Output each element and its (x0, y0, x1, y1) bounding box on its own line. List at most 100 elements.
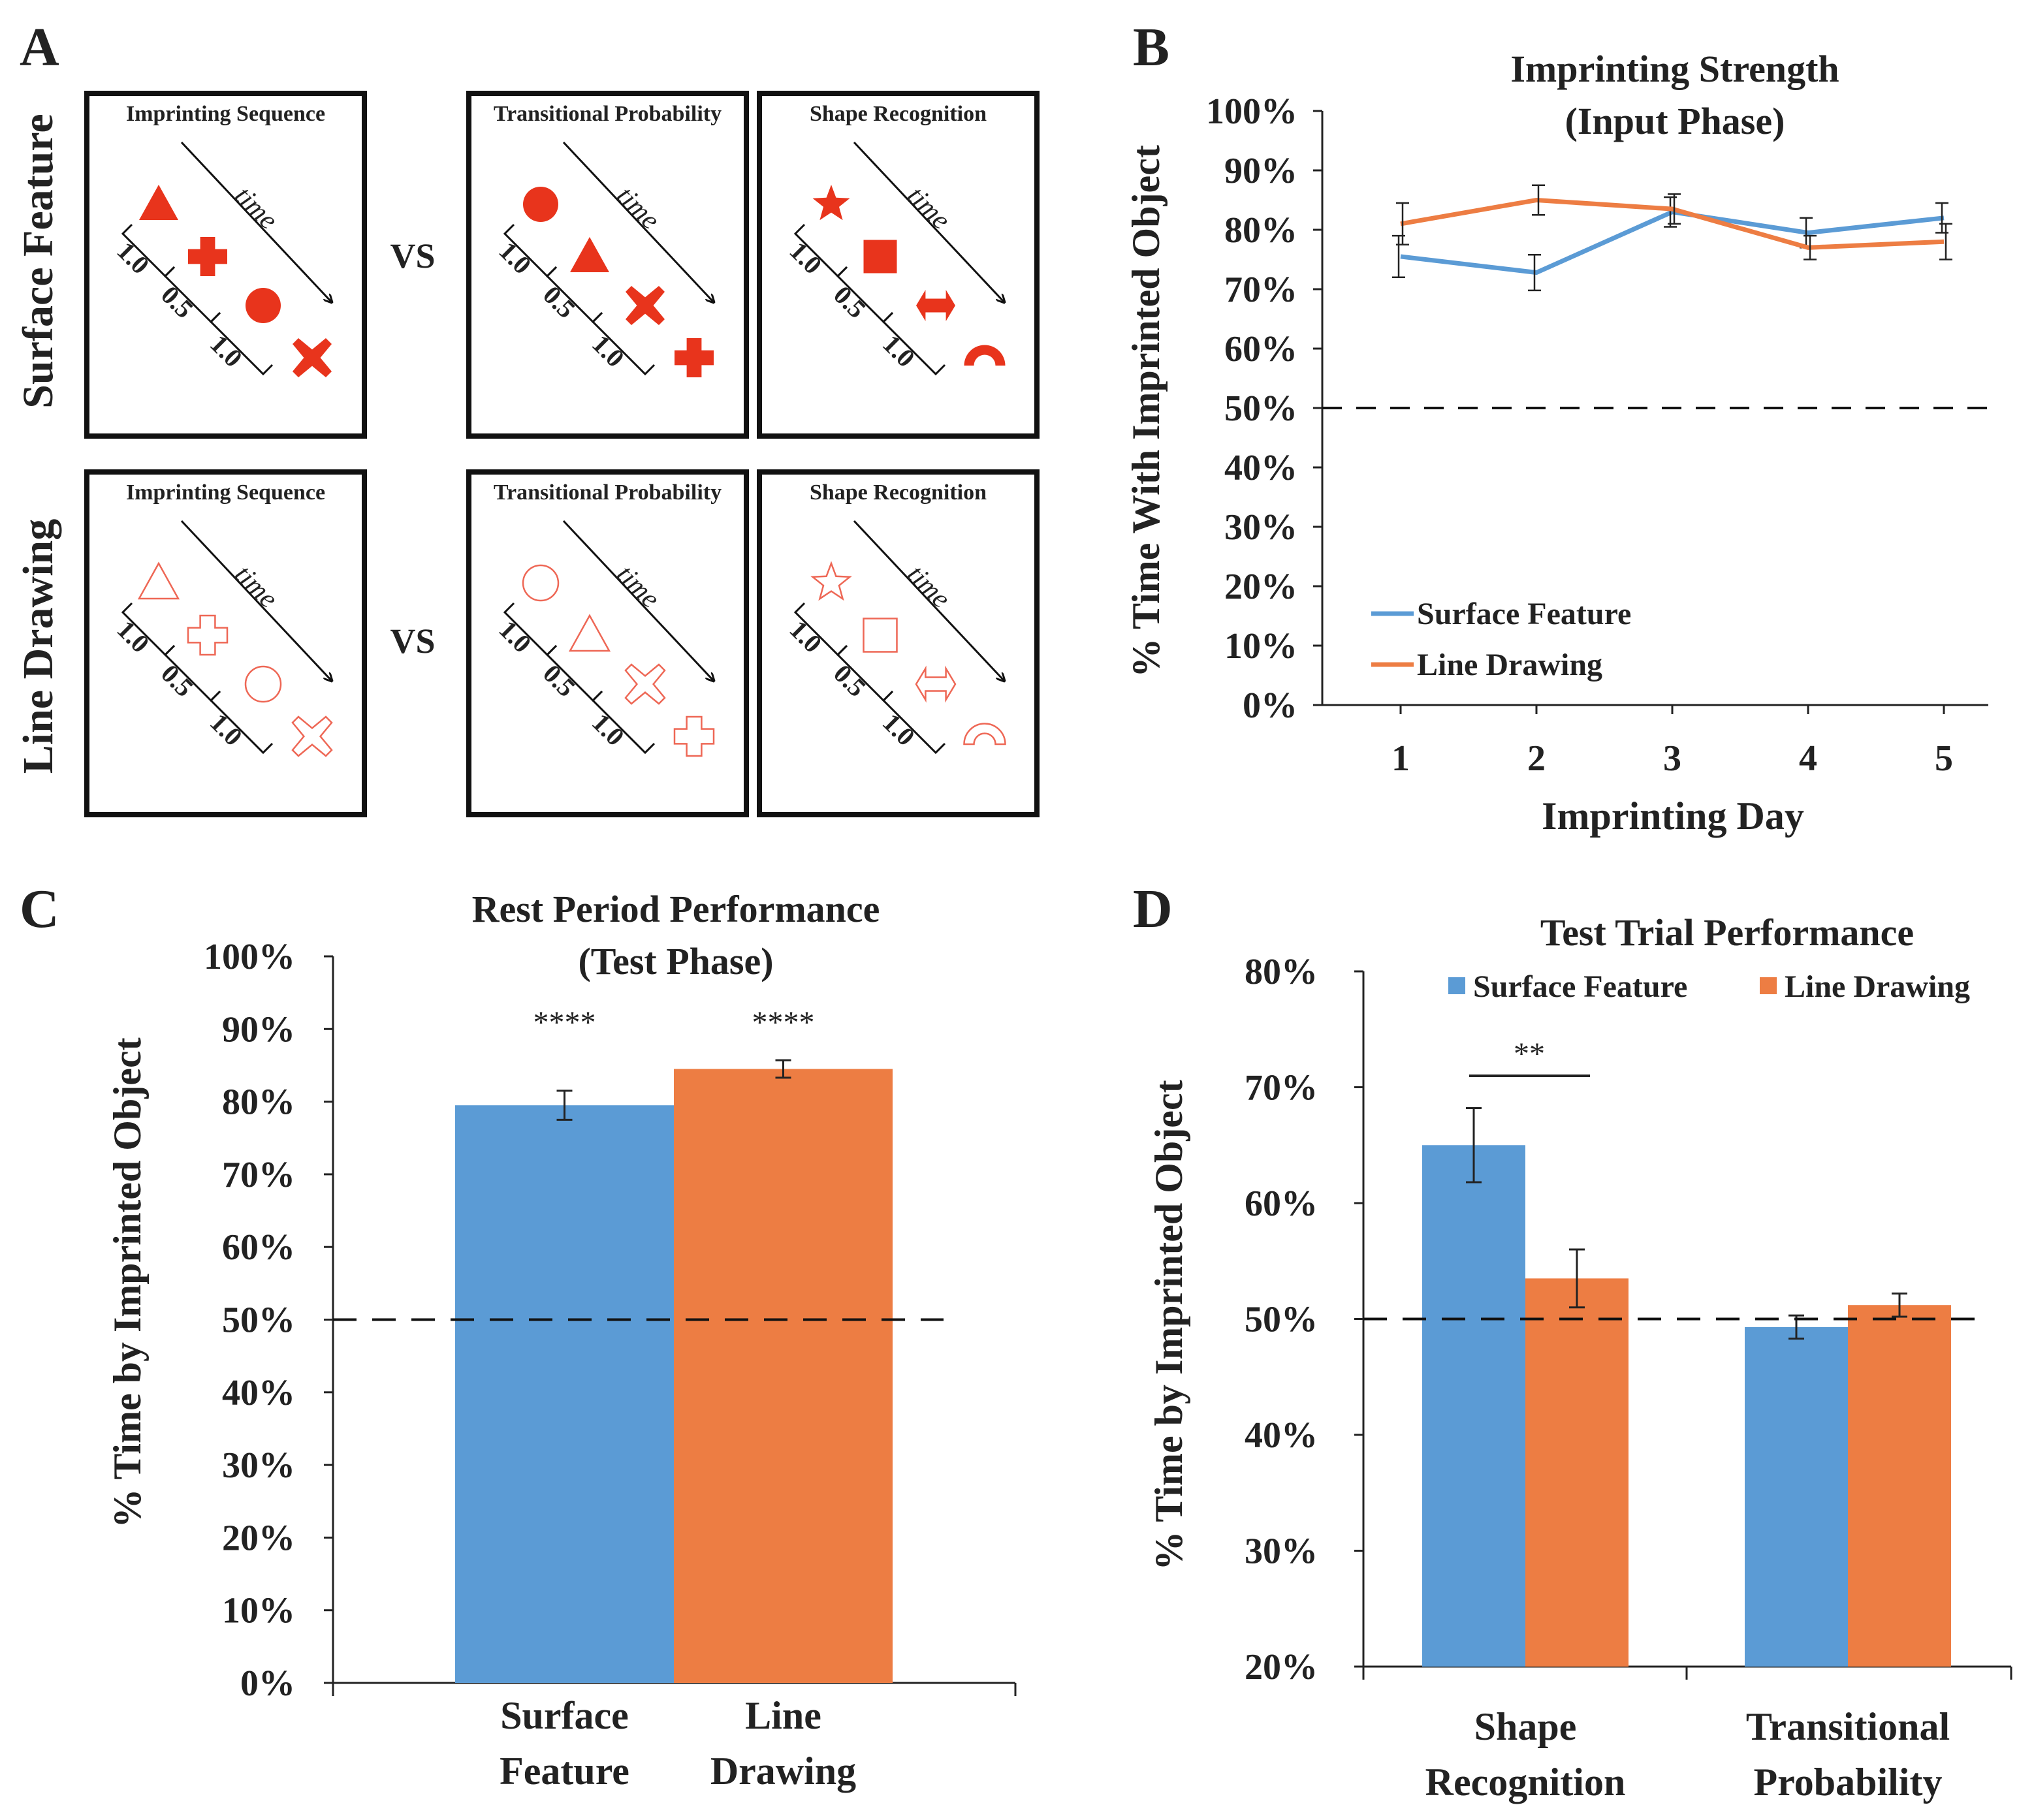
legend-label-0: Surface Feature (1473, 969, 1687, 1004)
chart-b-subtitle: (Input Phase) (1565, 100, 1785, 142)
series-line-line-drawing (1400, 197, 1945, 250)
star-icon (812, 185, 850, 221)
bar-line-drawing (1525, 1278, 1629, 1667)
category-label: Transitional (1746, 1705, 1950, 1748)
triangle-icon (139, 185, 178, 220)
sequence-box-frame (466, 469, 749, 817)
significance-stars: **** (752, 1005, 815, 1040)
chart-d-ylabel: % Time by Imprinted Object (1147, 1080, 1190, 1570)
time-arrow (180, 141, 332, 302)
sequence-box-frame (84, 91, 367, 439)
sequence-box-title: Imprinting Sequence (126, 480, 325, 505)
square-icon (863, 240, 897, 274)
double-arrow-icon (915, 665, 957, 703)
time-arrow (562, 141, 714, 302)
category-label: Feature (500, 1749, 629, 1793)
x-icon (293, 338, 332, 377)
sequence-box-frame (466, 91, 749, 439)
row-label-surface-feature: Surface Feature (14, 114, 62, 408)
sequence-box-frame (84, 469, 367, 817)
legend-label-1: Line Drawing (1417, 648, 1602, 682)
row-label-line-drawing: Line Drawing (14, 519, 62, 774)
y-tick-label: 40% (1245, 1415, 1318, 1456)
y-tick-label: 100% (204, 937, 295, 977)
chart-b-ylabel: % Time With Imprinted Object (1124, 145, 1168, 678)
legend-label-0: Surface Feature (1417, 597, 1631, 631)
chart-c-ylabel: % Time by Imprinted Object (106, 1037, 149, 1528)
star-icon (810, 561, 852, 601)
time-arrow (853, 141, 1004, 302)
y-tick-label: 80% (222, 1082, 295, 1123)
sequence-box-title: Transitional Probability (494, 480, 722, 505)
cross-icon (673, 715, 715, 757)
category-label: Line (745, 1694, 821, 1737)
vs-label-top: VS (390, 236, 435, 275)
triangle-icon (570, 237, 609, 272)
time-arrow (853, 520, 1004, 681)
interval-bracket (882, 311, 946, 376)
time-arrow (562, 520, 714, 681)
bar-surface-feature (1422, 1145, 1525, 1667)
circle-icon (522, 564, 560, 602)
interval-bracket (209, 311, 274, 376)
sequence-box-title: Transitional Probability (494, 102, 722, 126)
panel-letter-b: B (1133, 17, 1169, 78)
arch-icon (964, 345, 1006, 366)
y-tick-label: 100% (1206, 91, 1297, 132)
y-tick-label: 90% (222, 1009, 295, 1050)
category-label: Shape (1474, 1705, 1577, 1748)
interval-bracket (591, 311, 656, 376)
significance-stars: **** (533, 1005, 596, 1040)
double-arrow-icon (916, 290, 955, 321)
y-tick-label: 70% (1245, 1068, 1318, 1108)
chart-d-title: Test Trial Performance (1540, 911, 1914, 954)
cross-icon (187, 614, 229, 656)
cross-icon (675, 338, 714, 377)
y-tick-label: 20% (1224, 567, 1297, 607)
bar-surface-feature (455, 1105, 674, 1683)
y-tick-label: 60% (1224, 329, 1297, 369)
circle-icon (523, 187, 558, 222)
legend-label-1: Line Drawing (1785, 969, 1970, 1004)
legend-swatch-1 (1760, 977, 1777, 994)
chart-b-title: Imprinting Strength (1510, 48, 1839, 90)
category-label: Drawing (710, 1749, 856, 1793)
y-tick-label: 40% (1224, 448, 1297, 488)
category-label: Recognition (1425, 1761, 1626, 1804)
series-line-surface-feature (1400, 210, 1945, 275)
chart-b-xlabel: Imprinting Day (1542, 794, 1804, 838)
y-tick-label: 50% (222, 1300, 295, 1341)
chart-c-plot: 0% 10% 20% 30% 40% 50% 60% 70% 80% 90% 100% **** Sur… (204, 937, 1017, 1793)
y-tick-label: 50% (1245, 1300, 1318, 1340)
chart-c-subtitle: (Test Phase) (578, 940, 773, 982)
category-label: Probability (1754, 1761, 1943, 1804)
x-tick-label: 5 (1935, 738, 1953, 779)
y-tick-label: 80% (1224, 210, 1297, 251)
x-icon (291, 715, 333, 757)
interval-bracket (209, 690, 274, 755)
vs-label-bottom: VS (390, 621, 435, 661)
y-tick-label: 70% (222, 1155, 295, 1195)
y-tick-label: 10% (1224, 626, 1297, 667)
y-tick-label: 10% (222, 1591, 295, 1631)
y-tick-label: 30% (1245, 1531, 1318, 1572)
sequence-box-title: Shape Recognition (810, 102, 987, 126)
sequence-box-title: Shape Recognition (810, 480, 987, 505)
y-tick-label: 40% (222, 1373, 295, 1413)
circle-icon (244, 665, 282, 703)
y-tick-label: 90% (1224, 151, 1297, 191)
sequence-box-title: Imprinting Sequence (126, 102, 325, 126)
chart-c-title: Rest Period Performance (472, 888, 880, 930)
triangle-icon (137, 561, 180, 600)
panel-letter-d: D (1133, 879, 1173, 939)
bar-line-drawing (1848, 1305, 1951, 1667)
y-tick-label: 30% (222, 1445, 295, 1486)
y-tick-label: 20% (222, 1518, 295, 1558)
interval-bracket (882, 690, 946, 755)
